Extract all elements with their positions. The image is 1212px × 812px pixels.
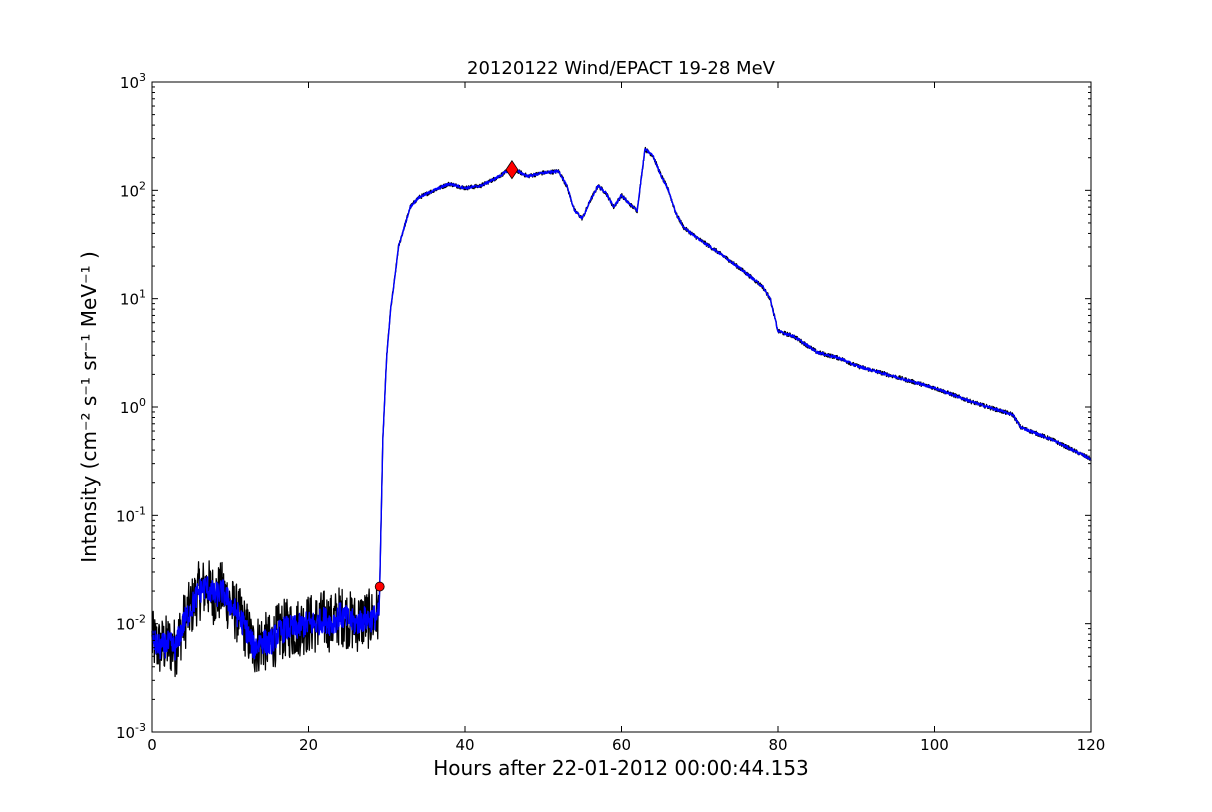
y-tick-label: 100 <box>120 396 146 417</box>
series-layer <box>151 146 1092 678</box>
x-tick-label: 100 <box>920 736 949 754</box>
series-line-1 <box>151 148 1092 661</box>
x-tick-label: 40 <box>455 736 474 754</box>
peak-marker <box>505 159 519 180</box>
y-tick-label: 10-1 <box>116 504 146 525</box>
y-axis: 10-3 10-2 10-1 100 101 102 103 <box>116 71 1091 742</box>
y-tick-label: 103 <box>120 71 146 92</box>
y-tick-label: 101 <box>120 288 146 309</box>
x-axis: 0 20 40 60 80 100 120 <box>147 82 1105 754</box>
x-tick-label: 0 <box>147 736 157 754</box>
x-axis-label: Hours after 22-01-2012 00:00:44.153 <box>433 756 809 780</box>
y-tick-label: 102 <box>120 179 146 200</box>
series-line-0 <box>151 146 1092 678</box>
y-tick-label: 10-2 <box>116 613 146 634</box>
x-tick-label: 80 <box>768 736 787 754</box>
y-axis-label: Intensity (cm⁻² s⁻¹ sr⁻¹ MeV⁻¹ ) <box>77 251 101 563</box>
onset-marker <box>374 581 385 592</box>
y-tick-label: 10-3 <box>116 721 146 742</box>
chart-title: 20120122 Wind/EPACT 19-28 MeV <box>467 58 776 79</box>
x-tick-label: 60 <box>612 736 631 754</box>
marker-layer <box>374 159 519 592</box>
x-tick-label: 20 <box>299 736 318 754</box>
x-tick-label: 120 <box>1077 736 1106 754</box>
